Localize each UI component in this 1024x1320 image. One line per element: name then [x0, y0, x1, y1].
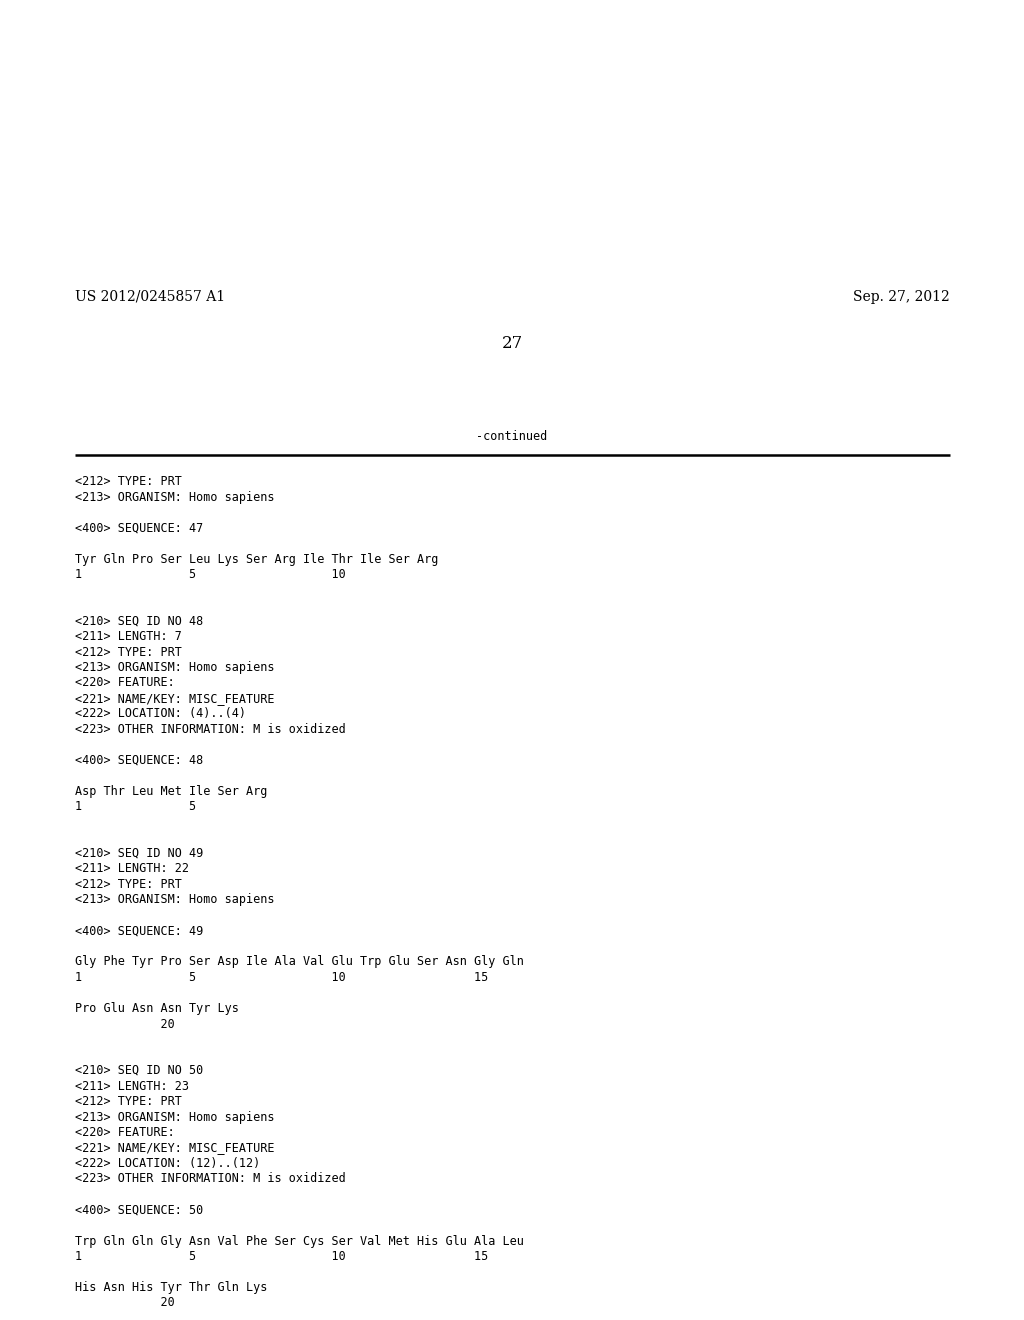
Text: <210> SEQ ID NO 49: <210> SEQ ID NO 49	[75, 847, 203, 861]
Text: His Asn His Tyr Thr Gln Lys: His Asn His Tyr Thr Gln Lys	[75, 1280, 267, 1294]
Text: 20: 20	[75, 1018, 175, 1031]
Text: <220> FEATURE:: <220> FEATURE:	[75, 1126, 175, 1139]
Text: <212> TYPE: PRT: <212> TYPE: PRT	[75, 878, 182, 891]
Text: <223> OTHER INFORMATION: M is oxidized: <223> OTHER INFORMATION: M is oxidized	[75, 723, 346, 737]
Text: <221> NAME/KEY: MISC_FEATURE: <221> NAME/KEY: MISC_FEATURE	[75, 692, 274, 705]
Text: <400> SEQUENCE: 47: <400> SEQUENCE: 47	[75, 521, 203, 535]
Text: <221> NAME/KEY: MISC_FEATURE: <221> NAME/KEY: MISC_FEATURE	[75, 1142, 274, 1155]
Text: <211> LENGTH: 23: <211> LENGTH: 23	[75, 1080, 189, 1093]
Text: Gly Phe Tyr Pro Ser Asp Ile Ala Val Glu Trp Glu Ser Asn Gly Gln: Gly Phe Tyr Pro Ser Asp Ile Ala Val Glu …	[75, 956, 524, 969]
Text: 1               5: 1 5	[75, 800, 197, 813]
Text: -continued: -continued	[476, 430, 548, 444]
Text: <211> LENGTH: 7: <211> LENGTH: 7	[75, 630, 182, 643]
Text: 1               5                   10                  15: 1 5 10 15	[75, 1250, 488, 1263]
Text: <213> ORGANISM: Homo sapiens: <213> ORGANISM: Homo sapiens	[75, 661, 274, 675]
Text: <400> SEQUENCE: 50: <400> SEQUENCE: 50	[75, 1204, 203, 1217]
Text: 1               5                   10: 1 5 10	[75, 568, 346, 581]
Text: 1               5                   10                  15: 1 5 10 15	[75, 972, 488, 983]
Text: 27: 27	[502, 335, 522, 352]
Text: <210> SEQ ID NO 50: <210> SEQ ID NO 50	[75, 1064, 203, 1077]
Text: 20: 20	[75, 1296, 175, 1309]
Text: <213> ORGANISM: Homo sapiens: <213> ORGANISM: Homo sapiens	[75, 1110, 274, 1123]
Text: <222> LOCATION: (4)..(4): <222> LOCATION: (4)..(4)	[75, 708, 246, 721]
Text: Tyr Gln Pro Ser Leu Lys Ser Arg Ile Thr Ile Ser Arg: Tyr Gln Pro Ser Leu Lys Ser Arg Ile Thr …	[75, 553, 438, 565]
Text: <220> FEATURE:: <220> FEATURE:	[75, 676, 175, 689]
Text: <223> OTHER INFORMATION: M is oxidized: <223> OTHER INFORMATION: M is oxidized	[75, 1172, 346, 1185]
Text: <400> SEQUENCE: 49: <400> SEQUENCE: 49	[75, 924, 203, 937]
Text: Pro Glu Asn Asn Tyr Lys: Pro Glu Asn Asn Tyr Lys	[75, 1002, 239, 1015]
Text: <400> SEQUENCE: 48: <400> SEQUENCE: 48	[75, 754, 203, 767]
Text: <213> ORGANISM: Homo sapiens: <213> ORGANISM: Homo sapiens	[75, 894, 274, 907]
Text: US 2012/0245857 A1: US 2012/0245857 A1	[75, 290, 225, 304]
Text: Asp Thr Leu Met Ile Ser Arg: Asp Thr Leu Met Ile Ser Arg	[75, 785, 267, 799]
Text: <213> ORGANISM: Homo sapiens: <213> ORGANISM: Homo sapiens	[75, 491, 274, 503]
Text: <212> TYPE: PRT: <212> TYPE: PRT	[75, 1096, 182, 1107]
Text: <212> TYPE: PRT: <212> TYPE: PRT	[75, 475, 182, 488]
Text: <211> LENGTH: 22: <211> LENGTH: 22	[75, 862, 189, 875]
Text: Sep. 27, 2012: Sep. 27, 2012	[853, 290, 950, 304]
Text: Trp Gln Gln Gly Asn Val Phe Ser Cys Ser Val Met His Glu Ala Leu: Trp Gln Gln Gly Asn Val Phe Ser Cys Ser …	[75, 1234, 524, 1247]
Text: <212> TYPE: PRT: <212> TYPE: PRT	[75, 645, 182, 659]
Text: <222> LOCATION: (12)..(12): <222> LOCATION: (12)..(12)	[75, 1158, 260, 1170]
Text: <210> SEQ ID NO 48: <210> SEQ ID NO 48	[75, 615, 203, 627]
